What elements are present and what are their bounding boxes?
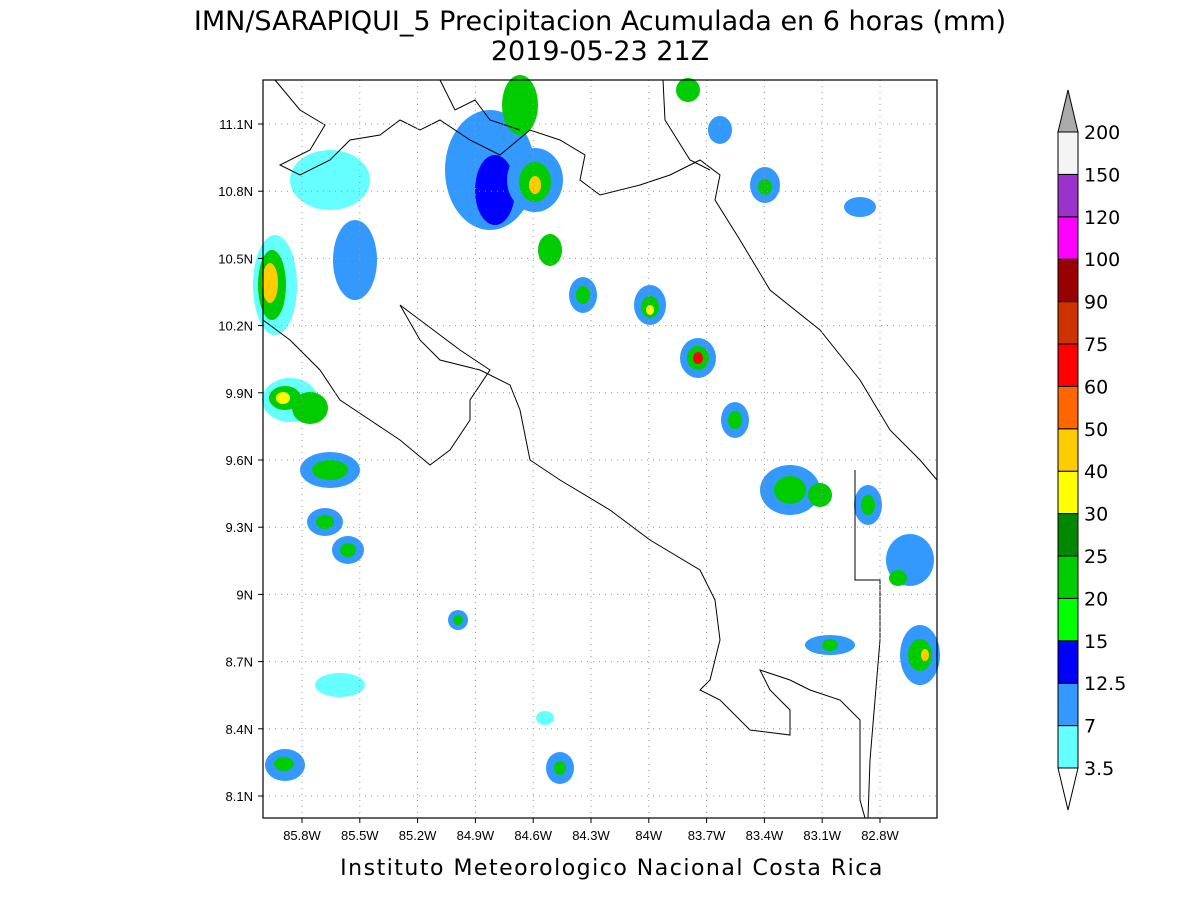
- colorbar-label: 25: [1084, 546, 1108, 568]
- footer: Instituto Meteorologico Nacional Costa R…: [340, 856, 884, 881]
- colorbar-label: 12.5: [1084, 673, 1126, 695]
- colorbar-box: [1057, 258, 1079, 303]
- colorbar-label: 75: [1084, 334, 1108, 356]
- lon-tick-label: 84.3W: [572, 828, 610, 843]
- colorbar-label: 100: [1084, 249, 1120, 271]
- lat-tick-label: 10.2N: [218, 319, 253, 334]
- lon-tick-label: 83.1W: [803, 828, 841, 843]
- colorbar: 3.5 7 12.5 15 20 25 30 40 50 60 75 90 100 120 150 200: [1057, 89, 1126, 811]
- colorbar-label: 200: [1084, 122, 1120, 144]
- map-frame: [262, 79, 938, 819]
- colorbar-box: [1057, 216, 1079, 260]
- lon-tick-label: 82.8W: [861, 828, 899, 843]
- lon-tick-label: 85.8W: [283, 828, 321, 843]
- lat-tick-label: 10.5N: [218, 251, 253, 266]
- colorbar-label: 7: [1084, 716, 1096, 738]
- colorbar-box: [1057, 385, 1079, 430]
- title: IMN/SARAPIQUI_5 Precipitacion Acumulada …: [194, 6, 1006, 37]
- lat-tick-label: 10.8N: [218, 184, 253, 199]
- colorbar-box: [1057, 725, 1079, 769]
- lon-tick-label: 83.7W: [688, 828, 726, 843]
- colorbar-label: 15: [1084, 631, 1108, 653]
- colorbar-box: [1057, 597, 1079, 642]
- colorbar-label: 30: [1084, 504, 1108, 526]
- lat-tick-label: 8.1N: [226, 789, 253, 804]
- colorbar-box: [1057, 682, 1079, 727]
- lat-tick-label: 9.3N: [226, 520, 253, 535]
- lon-tick-label: 85.2W: [399, 828, 437, 843]
- colorbar-box: [1057, 513, 1079, 557]
- colorbar-box: [1057, 428, 1079, 472]
- colorbar-label: 3.5: [1084, 758, 1114, 780]
- precipitation-field: [253, 75, 940, 784]
- colorbar-box: [1057, 555, 1079, 599]
- colorbar-box: [1057, 343, 1079, 387]
- map-panel: [253, 75, 940, 823]
- lat-tick-label: 9.9N: [226, 386, 253, 401]
- colorbar-box: [1057, 173, 1079, 218]
- colorbar-label: 60: [1084, 376, 1108, 398]
- lon-tick-label: 84.9W: [457, 828, 495, 843]
- lat-tick-label: 8.7N: [226, 655, 253, 670]
- colorbar-box: [1057, 301, 1079, 345]
- colorbar-box: [1057, 131, 1079, 175]
- lat-tick-label: 8.4N: [226, 722, 253, 737]
- lon-tick-label: 84.6W: [514, 828, 552, 843]
- lat-tick-label: 11.1N: [219, 117, 253, 132]
- lat-tick-label: 9N: [236, 587, 253, 602]
- colorbar-label: 150: [1084, 164, 1120, 186]
- coastlines: [262, 79, 938, 819]
- lat-tick-label: 9.6N: [226, 453, 253, 468]
- colorbar-box: [1057, 470, 1079, 515]
- colorbar-label: 20: [1084, 588, 1108, 610]
- subtitle: 2019-05-23 21Z: [491, 36, 709, 67]
- colorbar-label: 40: [1084, 461, 1108, 483]
- colorbar-label: 90: [1084, 292, 1108, 314]
- colorbar-label: 50: [1084, 419, 1108, 441]
- colorbar-triangle: [1057, 767, 1079, 811]
- colorbar-box: [1057, 640, 1079, 684]
- lon-tick-label: 83.4W: [746, 828, 784, 843]
- lon-tick-label: 85.5W: [341, 828, 379, 843]
- lon-tick-label: 84W: [635, 828, 662, 843]
- colorbar-triangle: [1057, 89, 1079, 133]
- graticule: [258, 80, 937, 823]
- colorbar-label: 120: [1084, 207, 1120, 229]
